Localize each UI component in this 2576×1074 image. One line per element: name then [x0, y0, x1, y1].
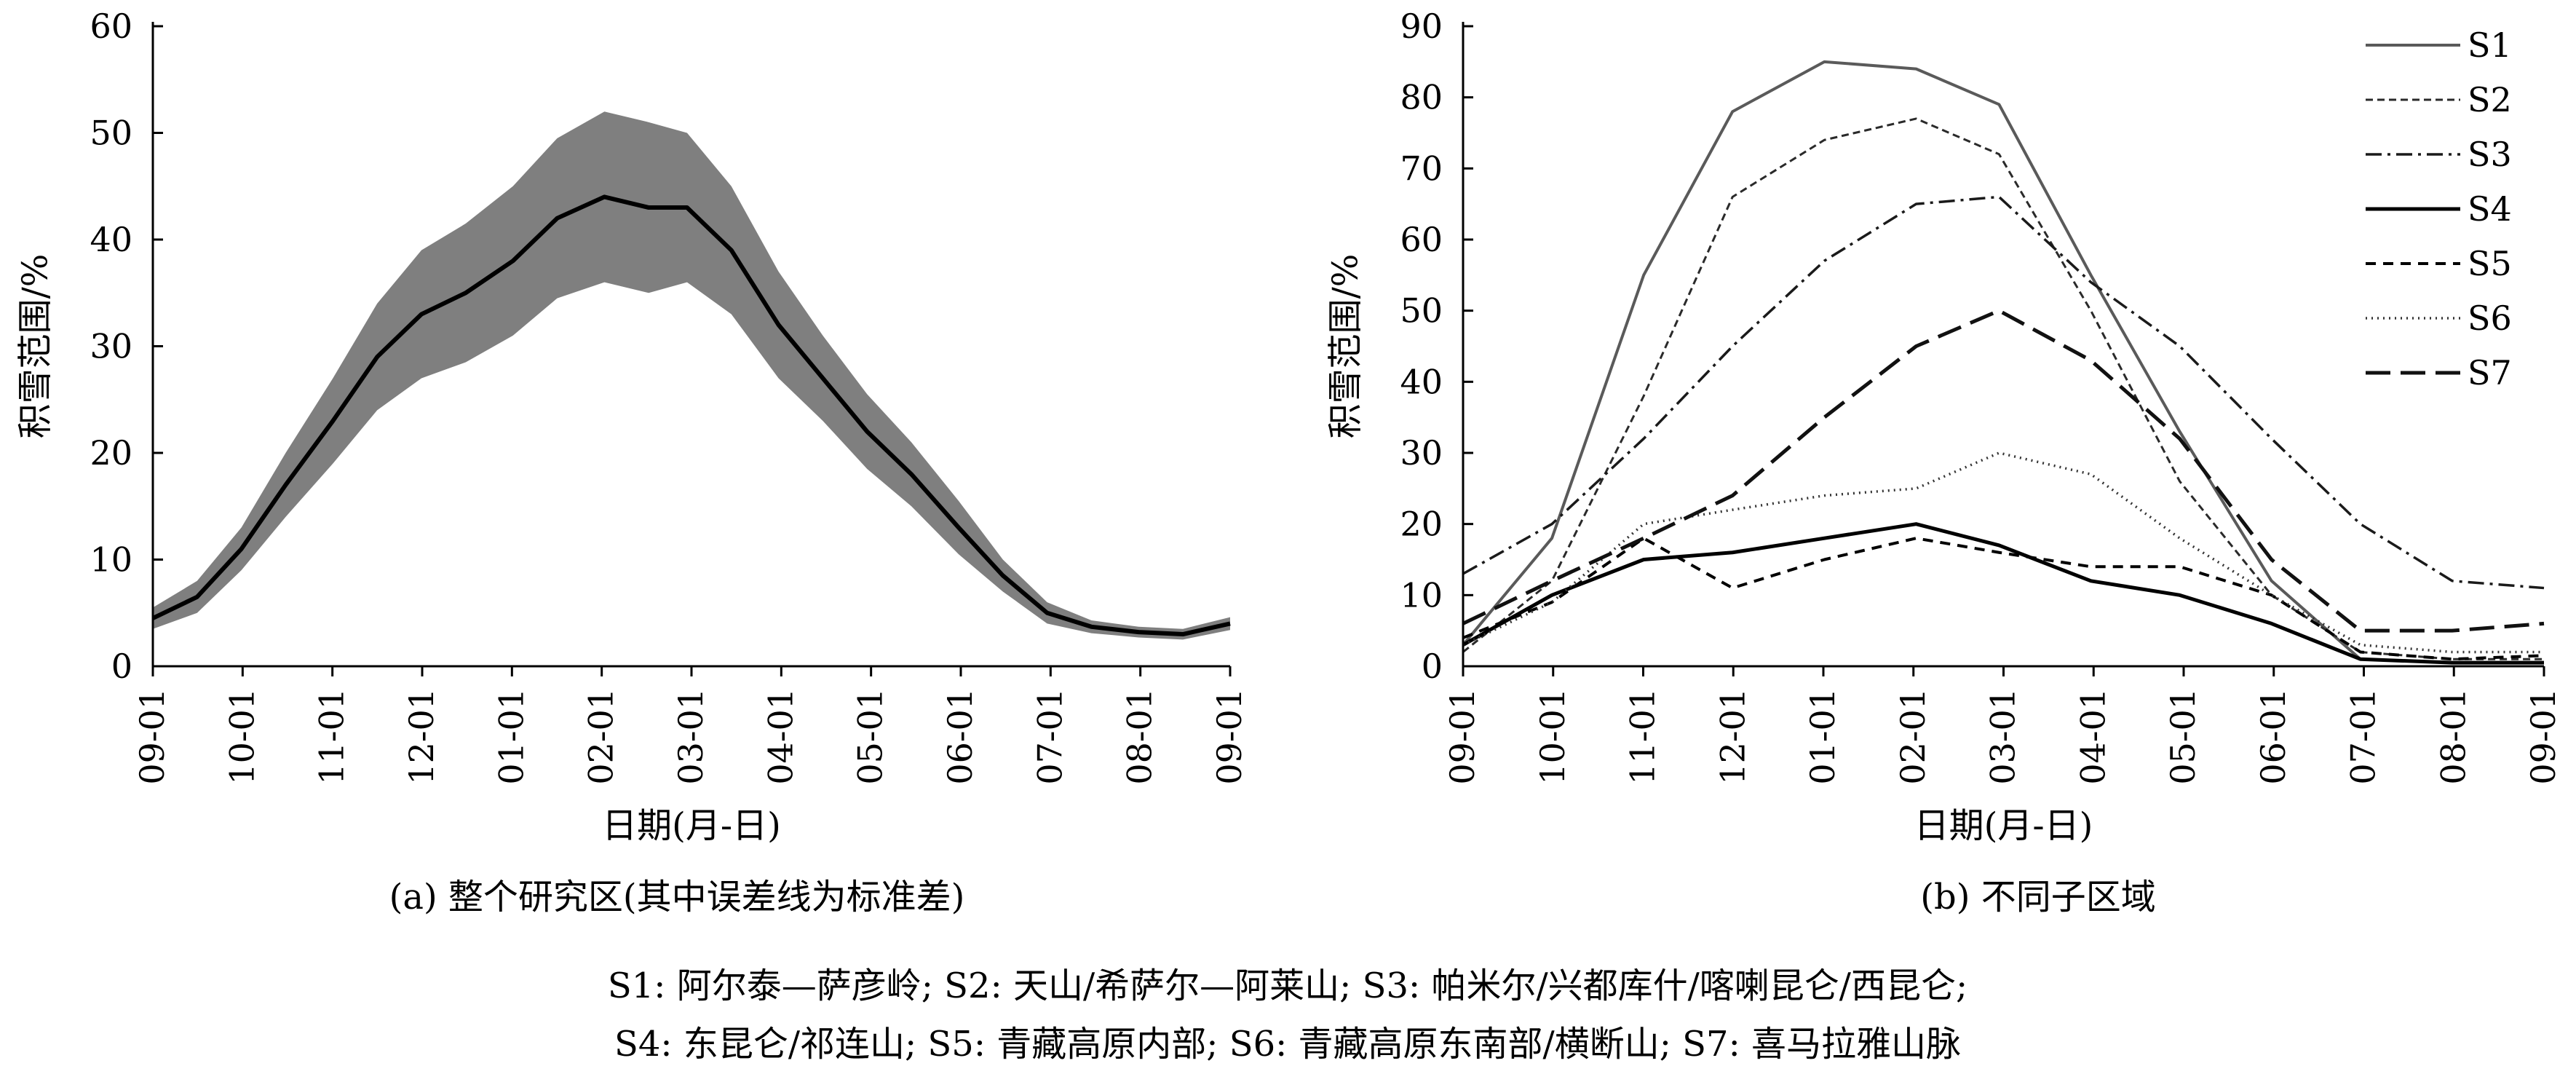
y-tick-label-b: 10	[1400, 575, 1443, 615]
x-tick-label-b: 02-01	[1893, 688, 1933, 785]
y-tick-label-b: 40	[1400, 362, 1443, 401]
x-axis-label-a: 日期(月-日)	[602, 805, 781, 846]
x-tick-label-b: 09-01	[2524, 688, 2563, 785]
y-tick-label-a: 10	[90, 540, 132, 580]
x-tick-label-a: 09-01	[132, 688, 172, 785]
y-tick-label-b: 80	[1400, 78, 1443, 117]
y-tick-label-a: 30	[90, 327, 132, 366]
panel-b-chart: 0 10 20 30 40 50 60 70 80 90 09-01 10-01 11-01 12-01 0…	[1325, 7, 2564, 846]
x-tick-label-a: 08-01	[1120, 688, 1160, 785]
y-tick-label-a: 40	[90, 220, 132, 259]
series-line-b-S1	[1462, 60, 2544, 665]
x-tick-label-b: 07-01	[2344, 688, 2383, 785]
x-tick-label-a: 09-01	[1210, 688, 1249, 785]
y-tick-label-b: 20	[1400, 505, 1443, 544]
legend-label-S7: S7	[2468, 353, 2512, 392]
y-tick-label-b: 50	[1400, 291, 1443, 331]
y-tick-label-b: 90	[1400, 7, 1443, 46]
series-line-b-S4	[1462, 522, 2544, 665]
x-tick-label-b: 11-01	[1623, 688, 1662, 785]
series-line-b-S7	[1462, 309, 2545, 633]
legend-label-S4: S4	[2468, 189, 2512, 229]
x-tick-label-a: 11-01	[312, 688, 352, 785]
legend-label-S6: S6	[2468, 299, 2512, 338]
x-tick-label-b: 12-01	[1713, 688, 1752, 785]
x-tick-label-a: 06-01	[940, 688, 980, 785]
y-tick-label-b: 70	[1400, 149, 1443, 188]
x-tick-label-b: 08-01	[2433, 688, 2473, 785]
legend-label-S5: S5	[2468, 244, 2512, 283]
y-tick-label-a: 60	[90, 7, 132, 46]
y-tick-label-a: 20	[90, 433, 132, 473]
x-tick-label-b: 04-01	[2073, 688, 2112, 785]
y-tick-label-b: 0	[1422, 647, 1443, 686]
x-tick-label-a: 12-01	[402, 688, 441, 785]
caption-a: (a) 整个研究区(其中误差线为标准差)	[389, 877, 965, 917]
panel-a-chart: 0 10 20 30 40 50 60 09-01 10-01 11-01 12-01 01-01 02…	[15, 7, 1250, 846]
legend-label-S1: S1	[2468, 25, 2512, 65]
y-axis-label-b: 积雪范围/%	[1325, 254, 1366, 439]
x-tick-label-a: 01-01	[491, 688, 531, 785]
series-line-a-0	[151, 194, 1231, 637]
footnote-line2: S4: 东昆仑/祁连山; S5: 青藏高原内部; S6: 青藏高原东南部/横断山…	[614, 1024, 1961, 1065]
x-tick-label-b: 01-01	[1803, 688, 1842, 785]
y-tick-label-b: 30	[1400, 433, 1443, 473]
x-tick-label-b: 05-01	[2163, 688, 2203, 785]
x-tick-label-b: 03-01	[1983, 688, 2023, 785]
legend-label-S3: S3	[2468, 135, 2512, 174]
x-tick-label-b: 09-01	[1443, 688, 1482, 785]
legend-label-S2: S2	[2468, 80, 2512, 119]
x-tick-label-a: 03-01	[671, 688, 710, 785]
caption-b: (b) 不同子区域	[1920, 877, 2155, 917]
x-tick-label-a: 04-01	[761, 688, 800, 785]
std-band-a	[153, 111, 1230, 640]
y-tick-label-b: 60	[1400, 220, 1443, 259]
x-tick-label-a: 10-01	[222, 688, 261, 785]
y-tick-label-a: 0	[111, 647, 132, 686]
x-tick-label-a: 05-01	[851, 688, 890, 785]
series-line-b-S5	[1462, 537, 2545, 661]
x-tick-label-b: 10-01	[1533, 688, 1572, 785]
x-tick-label-a: 07-01	[1030, 688, 1069, 785]
footnote-line1: S1: 阿尔泰—萨彦岭; S2: 天山/希萨尔—阿莱山; S3: 帕米尔/兴都库…	[608, 966, 1967, 1006]
series-line-b-S3	[1462, 195, 2545, 590]
x-axis-label-b: 日期(月-日)	[1914, 805, 2093, 846]
x-tick-label-b: 06-01	[2254, 688, 2293, 785]
y-axis-label-a: 积雪范围/%	[15, 254, 56, 439]
x-tick-label-a: 02-01	[582, 688, 621, 785]
y-tick-label-a: 50	[90, 114, 132, 153]
